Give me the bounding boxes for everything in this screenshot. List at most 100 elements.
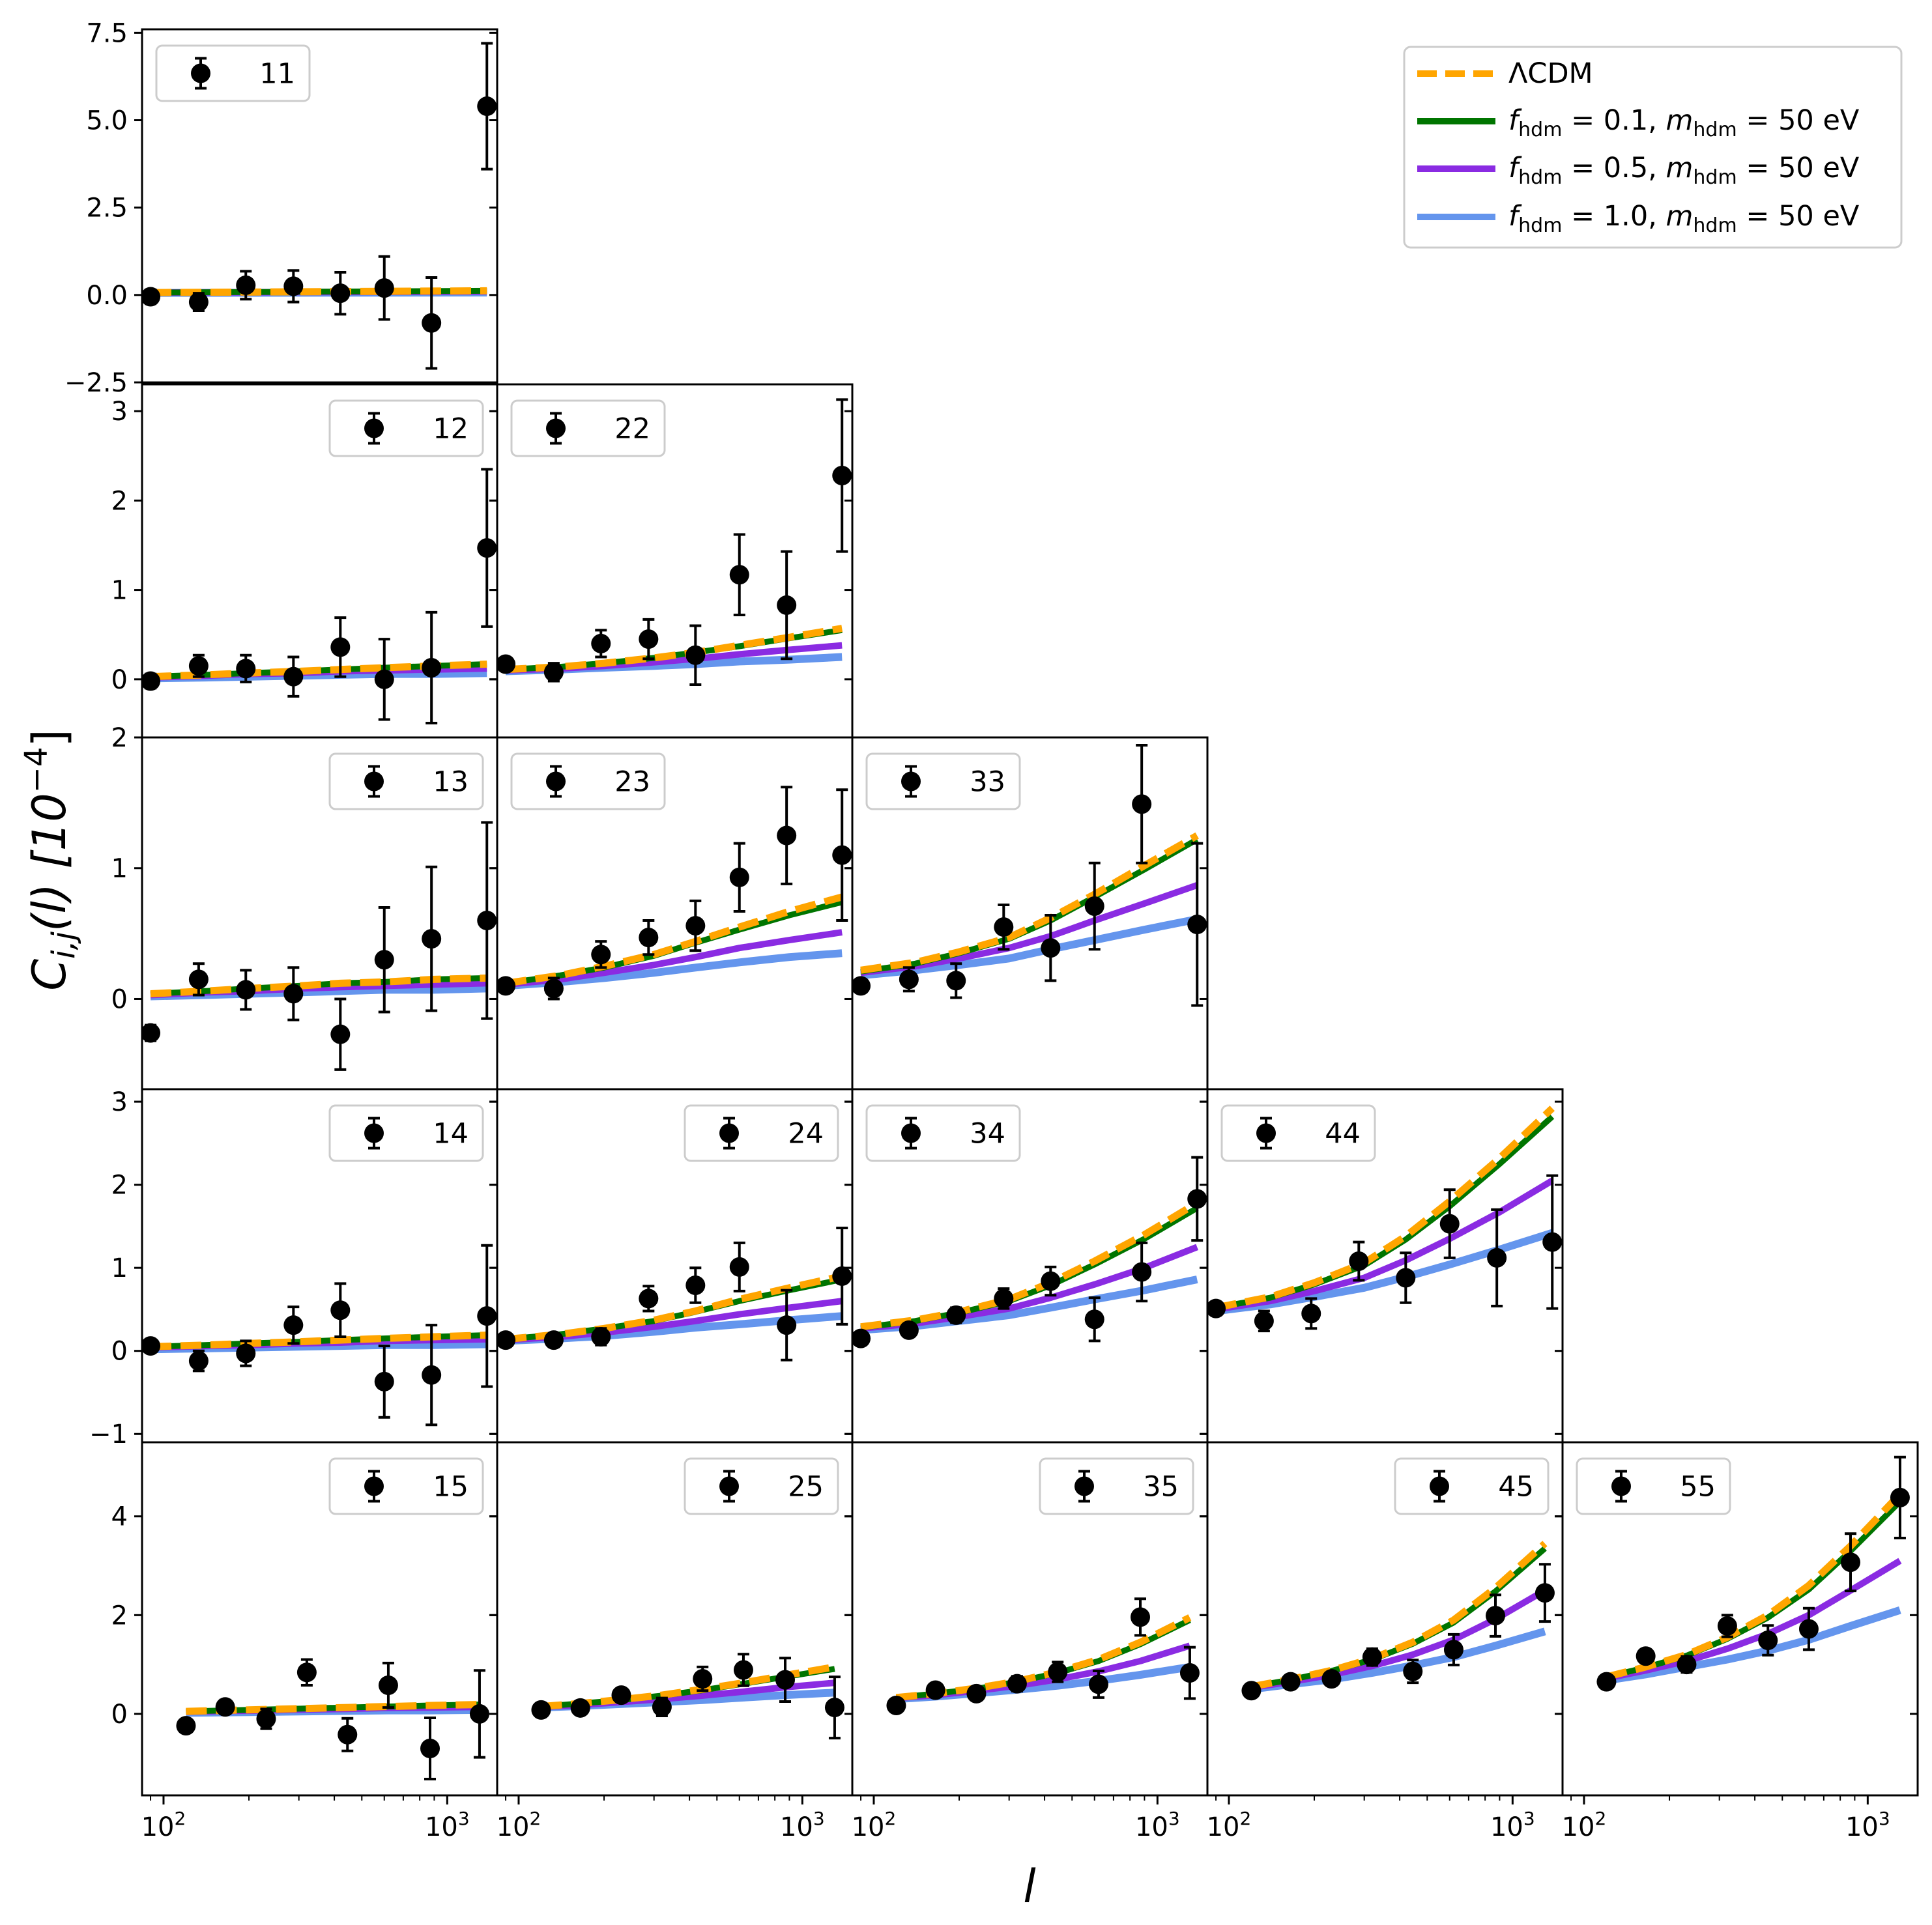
data-point: [422, 313, 442, 333]
y-tick-label: 2: [111, 1601, 128, 1631]
panel-frame: [141, 28, 498, 384]
data-point: [236, 275, 256, 295]
data-point: [946, 971, 966, 991]
data-point: [1636, 1646, 1656, 1666]
data-point: [1280, 1672, 1301, 1692]
data-point: [142, 1336, 161, 1356]
data-point: [543, 1330, 564, 1350]
panel-plot-area: [497, 398, 852, 687]
legend-marker: [1430, 1476, 1449, 1496]
data-point: [338, 1724, 358, 1745]
data-point: [1349, 1251, 1369, 1271]
panel-label: 45: [1498, 1471, 1534, 1504]
legend-marker: [546, 418, 566, 438]
panel-plot-area: [142, 821, 497, 1071]
panel-legend-13: 13: [328, 752, 484, 810]
panel-label: 22: [614, 413, 650, 446]
x-tick-label: 103: [425, 1808, 470, 1842]
data-point: [925, 1680, 945, 1700]
panel-legend-24: 24: [684, 1104, 839, 1162]
x-tick-label: 103: [1490, 1808, 1535, 1842]
panel-legend-frame: [328, 399, 484, 457]
panel-plot-area: [1596, 1455, 1910, 1692]
panel-plot-area: [1207, 1105, 1563, 1333]
data-point: [374, 950, 394, 970]
panel-24: 24: [489, 1088, 854, 1451]
panel-45: 102 103 45: [1200, 1441, 1564, 1842]
data-point: [1187, 1189, 1207, 1209]
panel-label: 23: [614, 766, 650, 799]
y-tick-label: 0: [111, 1337, 128, 1367]
legend-marker: [1074, 1476, 1094, 1496]
data-point: [477, 1306, 497, 1326]
panel-legend-frame: [1394, 1457, 1550, 1515]
panel-legend-23: 23: [510, 752, 666, 810]
data-point: [1890, 1487, 1910, 1507]
data-point: [378, 1675, 398, 1695]
data-point: [1088, 1674, 1108, 1694]
data-point: [1084, 896, 1104, 916]
panel-55: 102 103 55: [1555, 1441, 1919, 1842]
panel-label: 44: [1325, 1118, 1361, 1150]
data-point: [994, 917, 1014, 937]
panel-plot-area: [142, 42, 497, 370]
panel-11: −2.5 0.0 2.5 5.0 7.5 11: [65, 18, 498, 398]
data-point: [639, 1289, 659, 1309]
x-tick-label: 102: [1562, 1808, 1607, 1842]
data-point: [422, 1365, 442, 1385]
data-point: [775, 1670, 796, 1690]
panel-plot-area: [886, 1597, 1200, 1716]
data-point: [543, 978, 564, 999]
data-point: [591, 633, 611, 653]
model-line-f10: [1606, 1606, 1901, 1685]
model-line-f05: [860, 882, 1198, 977]
panel-plot-area: [176, 1658, 489, 1780]
data-point: [1041, 938, 1061, 958]
y-tick-label: 2: [111, 723, 128, 753]
data-point: [886, 1696, 906, 1716]
y-tick-label: 1: [111, 854, 128, 884]
legend-marker: [719, 1476, 739, 1496]
panel-plot-area: [531, 1653, 844, 1740]
y-axis-label: Ci,j(l) [10−4]: [18, 729, 82, 991]
data-point: [899, 969, 919, 990]
panel-legend-14: 14: [328, 1104, 484, 1162]
data-point: [1596, 1672, 1617, 1692]
data-point: [374, 1371, 394, 1391]
data-point: [215, 1697, 235, 1717]
panel-label: 35: [1143, 1471, 1179, 1504]
data-point: [832, 845, 852, 865]
legend-label-lcdm: ΛCDM: [1508, 57, 1593, 90]
data-point: [1535, 1583, 1555, 1603]
model-line-f05: [1215, 1178, 1554, 1313]
model-line-lcdm: [860, 1199, 1200, 1331]
panel-frame: [1561, 1441, 1919, 1797]
data-point: [330, 283, 351, 304]
data-point: [1717, 1616, 1737, 1636]
panel-legend-frame: [684, 1457, 839, 1515]
data-point: [994, 1289, 1014, 1309]
data-point: [852, 976, 871, 996]
panel-plot-area: [1241, 1541, 1555, 1701]
panel-legend-25: 25: [684, 1457, 839, 1515]
panel-legend-frame: [328, 1457, 484, 1515]
data-point: [685, 645, 706, 665]
data-point: [188, 292, 209, 312]
x-axis-label: l: [1023, 1860, 1036, 1913]
panel-label: 24: [788, 1118, 824, 1150]
data-point: [477, 538, 497, 558]
data-point: [1486, 1606, 1506, 1626]
data-point: [374, 669, 394, 689]
data-point: [852, 1328, 871, 1348]
data-point: [1321, 1669, 1342, 1689]
data-point: [1542, 1232, 1563, 1252]
data-point: [236, 980, 256, 1000]
legend-marker: [364, 771, 384, 791]
data-point: [176, 1716, 196, 1736]
panel-legend-frame: [865, 1104, 1021, 1162]
data-point: [591, 945, 611, 965]
data-point: [469, 1704, 489, 1724]
panel-legend-55: 55: [1576, 1457, 1731, 1515]
data-point: [1396, 1268, 1416, 1288]
data-point: [777, 1315, 797, 1335]
